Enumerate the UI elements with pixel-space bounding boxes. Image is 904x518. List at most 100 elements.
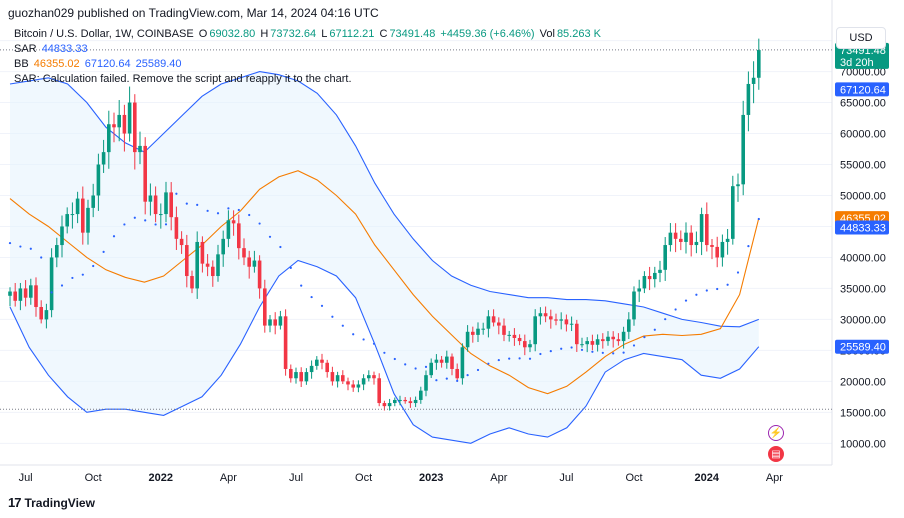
sar-legend[interactable]: SAR 44833.33 xyxy=(14,43,90,55)
candle xyxy=(502,318,506,342)
candle xyxy=(320,353,324,370)
candle-body xyxy=(455,368,459,379)
candle xyxy=(746,71,751,132)
bb-legend[interactable]: BB 46355.02 67120.64 25589.40 xyxy=(14,58,184,70)
sar-dot xyxy=(50,291,53,294)
candle-body xyxy=(91,195,95,208)
y-tick-label: 20000.00 xyxy=(840,376,886,388)
candle-body xyxy=(143,145,147,202)
sar-dot xyxy=(279,245,282,249)
sar-dot xyxy=(383,351,386,354)
currency-button[interactable]: USD xyxy=(836,27,886,49)
candle-body xyxy=(367,375,371,379)
candle xyxy=(673,223,678,253)
candle xyxy=(585,337,589,353)
candle xyxy=(377,373,381,407)
candle-body xyxy=(741,114,745,185)
candle xyxy=(351,380,355,392)
candle xyxy=(705,202,709,252)
sar-dot xyxy=(60,284,64,287)
candle-body xyxy=(413,399,418,404)
candle-body xyxy=(403,399,407,402)
candle-body xyxy=(309,365,314,373)
candle-body xyxy=(564,319,569,325)
candle-body xyxy=(653,272,657,280)
close-label: C xyxy=(379,28,388,40)
candle-body xyxy=(185,245,189,277)
sar-dot xyxy=(622,351,625,354)
candle-body xyxy=(632,291,636,320)
candle xyxy=(341,370,345,385)
candle xyxy=(205,254,210,277)
candle xyxy=(387,398,392,411)
candle xyxy=(398,395,402,406)
us-flag-icon[interactable]: ▤ xyxy=(768,446,784,462)
candle-body xyxy=(70,214,75,216)
candle xyxy=(169,182,173,231)
sar-dot xyxy=(445,377,448,380)
candle xyxy=(632,286,636,326)
candle-body xyxy=(387,403,392,407)
candle xyxy=(497,317,501,335)
candle xyxy=(595,334,600,352)
x-tick-label: Jul xyxy=(19,472,33,484)
candle-body xyxy=(75,198,80,215)
sar-dot xyxy=(248,213,251,217)
candle xyxy=(689,225,693,257)
sar-dot xyxy=(258,222,261,225)
candle-body xyxy=(720,241,725,258)
sar-dot xyxy=(362,338,365,341)
candle xyxy=(39,300,43,324)
candle-body xyxy=(694,241,699,246)
candle xyxy=(247,250,251,279)
candle xyxy=(34,277,38,317)
sar-dot xyxy=(341,324,344,327)
candle xyxy=(133,94,137,170)
candle xyxy=(8,287,12,307)
candle-body xyxy=(315,359,319,366)
sar-dot xyxy=(747,245,750,248)
lightning-icon[interactable]: ⚡ xyxy=(768,425,784,441)
candle xyxy=(127,86,132,142)
sar-dot xyxy=(497,358,500,362)
candle-body xyxy=(699,214,704,242)
candle xyxy=(434,354,439,370)
candle xyxy=(273,312,277,335)
sar-dot xyxy=(684,299,688,302)
candle-body xyxy=(616,339,621,342)
open-label: O xyxy=(198,28,208,40)
y-tick-label: 15000.00 xyxy=(840,407,886,419)
sar-dot xyxy=(71,276,74,280)
candle xyxy=(413,396,418,408)
candle xyxy=(18,282,23,311)
symbol-legend[interactable]: Bitcoin / U.S. Dollar, 1W, COINBASE O 690… xyxy=(14,28,603,40)
candle xyxy=(653,266,657,288)
candle-body xyxy=(663,245,667,270)
sar-dot xyxy=(8,241,12,245)
y-tick-label: 10000.00 xyxy=(840,438,886,450)
sar-dot xyxy=(92,264,95,268)
sar-dot xyxy=(487,362,490,365)
candle xyxy=(523,334,527,356)
close-value: 73491.48 xyxy=(389,28,436,40)
sar-dot xyxy=(695,293,698,296)
low-value: 67112.21 xyxy=(329,28,375,40)
candle xyxy=(91,183,95,218)
candle-body xyxy=(268,319,272,326)
candle xyxy=(278,310,283,330)
candle xyxy=(439,355,444,368)
candle-body xyxy=(512,334,517,338)
candle xyxy=(507,330,511,342)
high-value: 73732.64 xyxy=(270,28,317,40)
candle xyxy=(112,112,116,143)
candle xyxy=(55,237,59,268)
candle xyxy=(159,203,163,229)
candle-body xyxy=(549,316,553,320)
candle xyxy=(216,244,220,282)
candle-body xyxy=(283,316,288,369)
candle-body xyxy=(471,331,475,335)
candle-body xyxy=(528,344,532,348)
candle-body xyxy=(554,319,558,321)
candle xyxy=(564,314,569,332)
